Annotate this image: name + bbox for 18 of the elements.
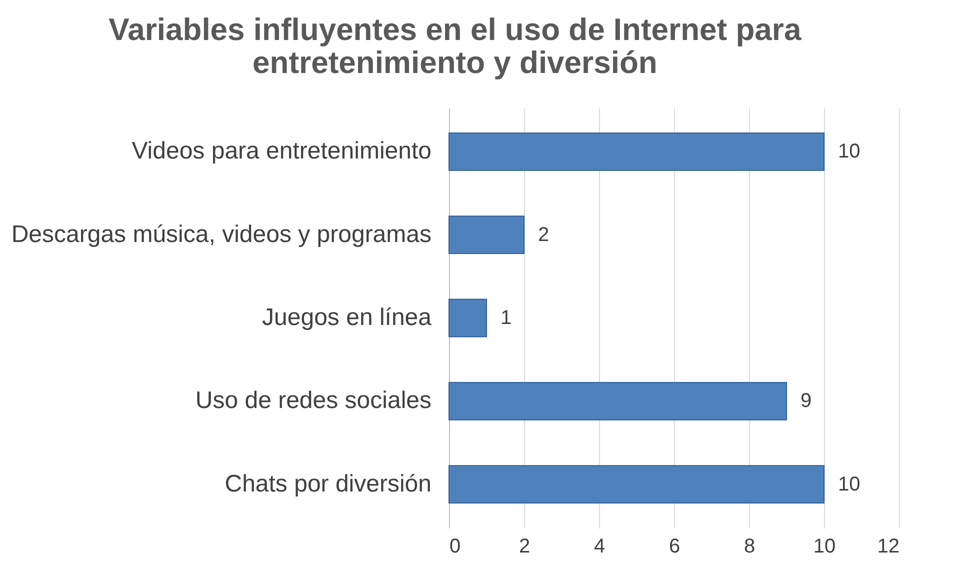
x-tick-label: 4 — [594, 536, 606, 558]
data-label: 10 — [838, 473, 860, 496]
y-tick-label: Chats por diversión — [224, 470, 432, 498]
x-tick-label: 10 — [813, 536, 836, 558]
x-tick-label: 8 — [744, 536, 756, 558]
y-tick-label: Videos para entretenimiento — [132, 138, 432, 165]
data-label: 9 — [800, 390, 812, 412]
x-tick-label: 0 — [450, 536, 461, 558]
x-tick-label: 6 — [668, 536, 680, 558]
y-tick-label: Descargas música, videos y programas — [11, 220, 432, 248]
x-tick-label: 2 — [518, 536, 530, 558]
x-tick-label: 12 — [877, 536, 900, 558]
data-label: 10 — [838, 140, 860, 163]
y-tick-label: Juegos en línea — [262, 304, 432, 331]
chart-title: Variables influyentes en el uso de Internet para entretenimiento y diversión — [108, 12, 802, 80]
data-label: 1 — [500, 307, 512, 329]
y-tick-label: Uso de redes sociales — [195, 387, 432, 414]
data-label: 2 — [538, 224, 550, 246]
